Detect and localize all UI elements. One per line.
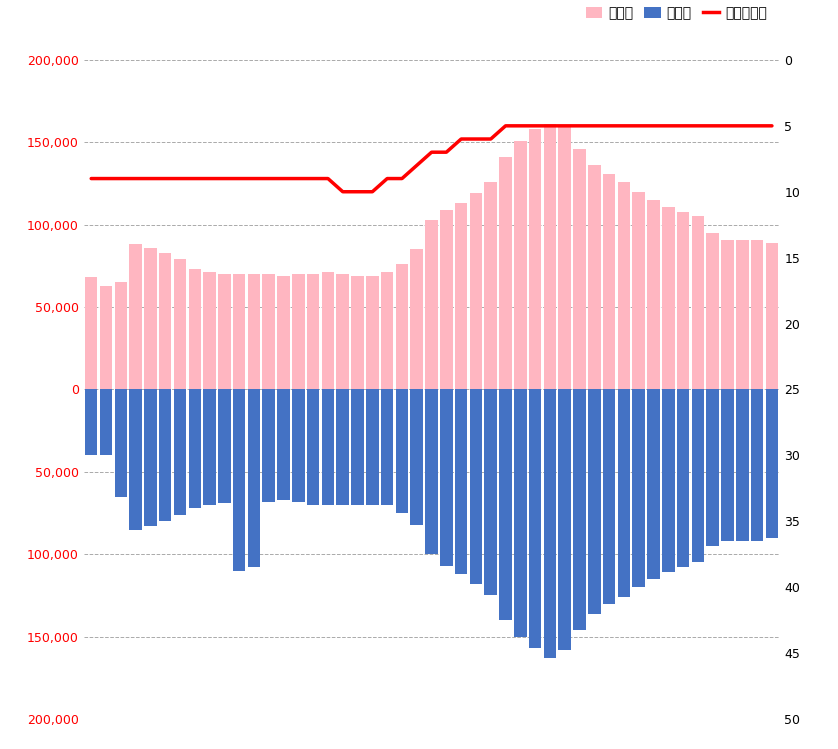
Bar — [662, 389, 675, 572]
Bar — [248, 274, 261, 389]
Bar — [573, 149, 586, 389]
Bar — [706, 389, 719, 546]
Bar — [558, 389, 571, 650]
Bar — [277, 389, 290, 500]
Bar — [277, 276, 290, 389]
Bar — [588, 389, 601, 613]
Bar — [529, 129, 541, 389]
Bar — [292, 389, 305, 502]
Bar — [736, 389, 748, 541]
Bar — [722, 389, 734, 541]
Bar — [647, 200, 660, 389]
Bar — [603, 174, 615, 389]
Bar — [662, 207, 675, 389]
Bar — [337, 274, 349, 389]
Bar — [514, 141, 526, 389]
Bar — [100, 285, 112, 389]
Bar — [440, 389, 453, 565]
Bar — [455, 389, 468, 574]
Bar — [766, 389, 779, 538]
Bar — [381, 389, 394, 505]
Bar — [307, 274, 319, 389]
Bar — [366, 276, 379, 389]
Bar — [292, 274, 305, 389]
Bar — [173, 259, 186, 389]
Bar — [144, 389, 157, 527]
Bar — [691, 216, 704, 389]
Bar — [751, 240, 763, 389]
Bar — [633, 389, 645, 587]
Bar — [351, 389, 364, 505]
Bar — [129, 244, 142, 389]
Bar — [85, 389, 97, 455]
Bar — [647, 389, 660, 579]
Bar — [159, 389, 172, 521]
Bar — [573, 389, 586, 630]
Bar — [691, 389, 704, 562]
Bar — [144, 248, 157, 389]
Bar — [189, 389, 201, 508]
Bar — [381, 273, 394, 389]
Bar — [159, 252, 172, 389]
Bar — [677, 211, 690, 389]
Bar — [218, 274, 230, 389]
Bar — [706, 233, 719, 389]
Bar — [440, 210, 453, 389]
Bar — [618, 182, 630, 389]
Bar — [100, 389, 112, 455]
Bar — [129, 389, 142, 530]
Bar — [484, 389, 497, 595]
Bar — [603, 389, 615, 604]
Bar — [115, 389, 127, 497]
Bar — [411, 389, 423, 524]
Bar — [204, 273, 216, 389]
Bar — [262, 274, 275, 389]
Bar — [484, 182, 497, 389]
Bar — [233, 274, 246, 389]
Bar — [514, 389, 526, 637]
Bar — [499, 157, 512, 389]
Bar — [85, 277, 97, 389]
Bar — [218, 389, 230, 503]
Bar — [115, 282, 127, 389]
Bar — [544, 389, 556, 658]
Bar — [396, 264, 408, 389]
Bar — [189, 269, 201, 389]
Bar — [411, 249, 423, 389]
Bar — [455, 203, 468, 389]
Bar — [469, 193, 482, 389]
Bar — [233, 389, 246, 571]
Bar — [677, 389, 690, 568]
Bar — [351, 276, 364, 389]
Bar — [558, 127, 571, 389]
Bar — [425, 389, 438, 554]
Bar — [766, 243, 779, 389]
Bar — [633, 192, 645, 389]
Bar — [248, 389, 261, 568]
Bar — [544, 124, 556, 389]
Bar — [469, 389, 482, 584]
Bar — [396, 389, 408, 513]
Legend: 女の子, 男の子, ランキング: 女の子, 男の子, ランキング — [580, 1, 773, 26]
Bar — [307, 389, 319, 505]
Bar — [499, 389, 512, 620]
Bar — [204, 389, 216, 505]
Bar — [322, 273, 334, 389]
Bar — [425, 219, 438, 389]
Bar — [618, 389, 630, 597]
Bar — [366, 389, 379, 505]
Bar — [722, 240, 734, 389]
Bar — [262, 389, 275, 502]
Bar — [173, 389, 186, 515]
Bar — [588, 166, 601, 389]
Bar — [751, 389, 763, 541]
Bar — [736, 240, 748, 389]
Bar — [337, 389, 349, 505]
Bar — [529, 389, 541, 648]
Bar — [322, 389, 334, 505]
